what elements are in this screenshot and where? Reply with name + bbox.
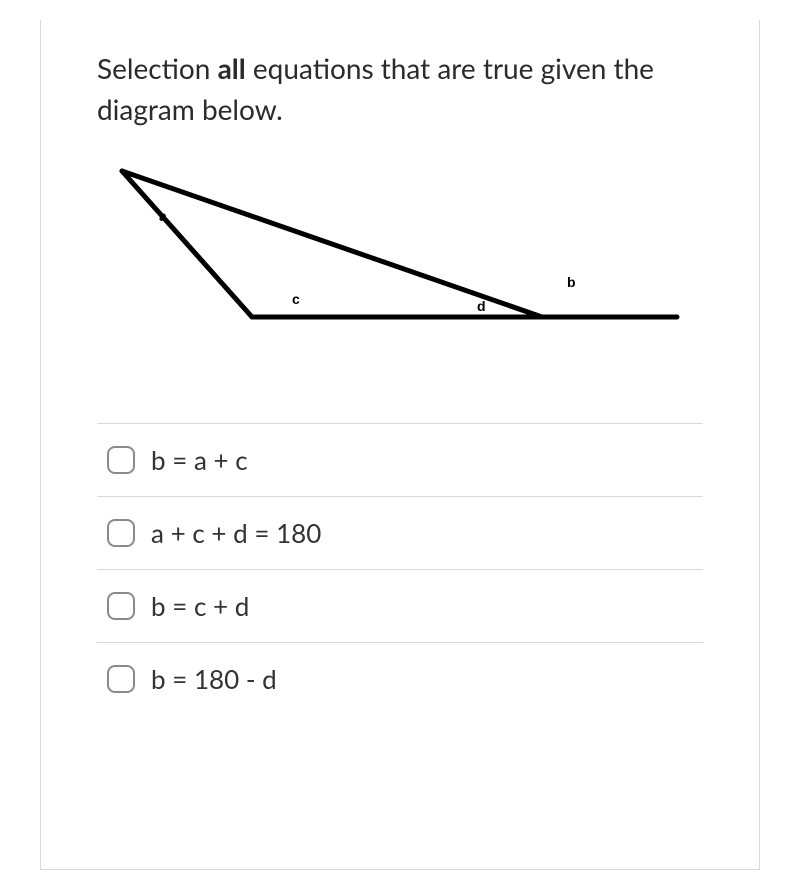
svg-text:c: c — [292, 291, 300, 307]
prompt-pre: Selection — [97, 51, 218, 85]
checkbox[interactable] — [107, 592, 135, 620]
svg-text:a: a — [159, 208, 167, 224]
question-card: Selection all equations that are true gi… — [40, 20, 760, 870]
checkbox[interactable] — [107, 519, 135, 547]
option-row[interactable]: b = c + d — [97, 569, 703, 642]
checkbox[interactable] — [107, 665, 135, 693]
option-label: b = c + d — [151, 590, 249, 622]
svg-text:d: d — [477, 298, 486, 314]
option-label: a + c + d = 180 — [151, 517, 321, 549]
option-row[interactable]: b = a + c — [97, 423, 703, 496]
triangle-diagram: a c d b — [97, 159, 703, 343]
option-label: b = a + c — [151, 444, 248, 476]
diagram-svg: a c d b — [97, 159, 697, 339]
option-row[interactable]: a + c + d = 180 — [97, 496, 703, 569]
option-label: b = 180 - d — [151, 663, 277, 695]
svg-text:b: b — [567, 274, 576, 290]
option-row[interactable]: b = 180 - d — [97, 642, 703, 715]
prompt-bold: all — [218, 51, 246, 85]
answer-options: b = a + c a + c + d = 180 b = c + d b = … — [97, 423, 703, 715]
question-prompt: Selection all equations that are true gi… — [97, 48, 703, 129]
checkbox[interactable] — [107, 446, 135, 474]
